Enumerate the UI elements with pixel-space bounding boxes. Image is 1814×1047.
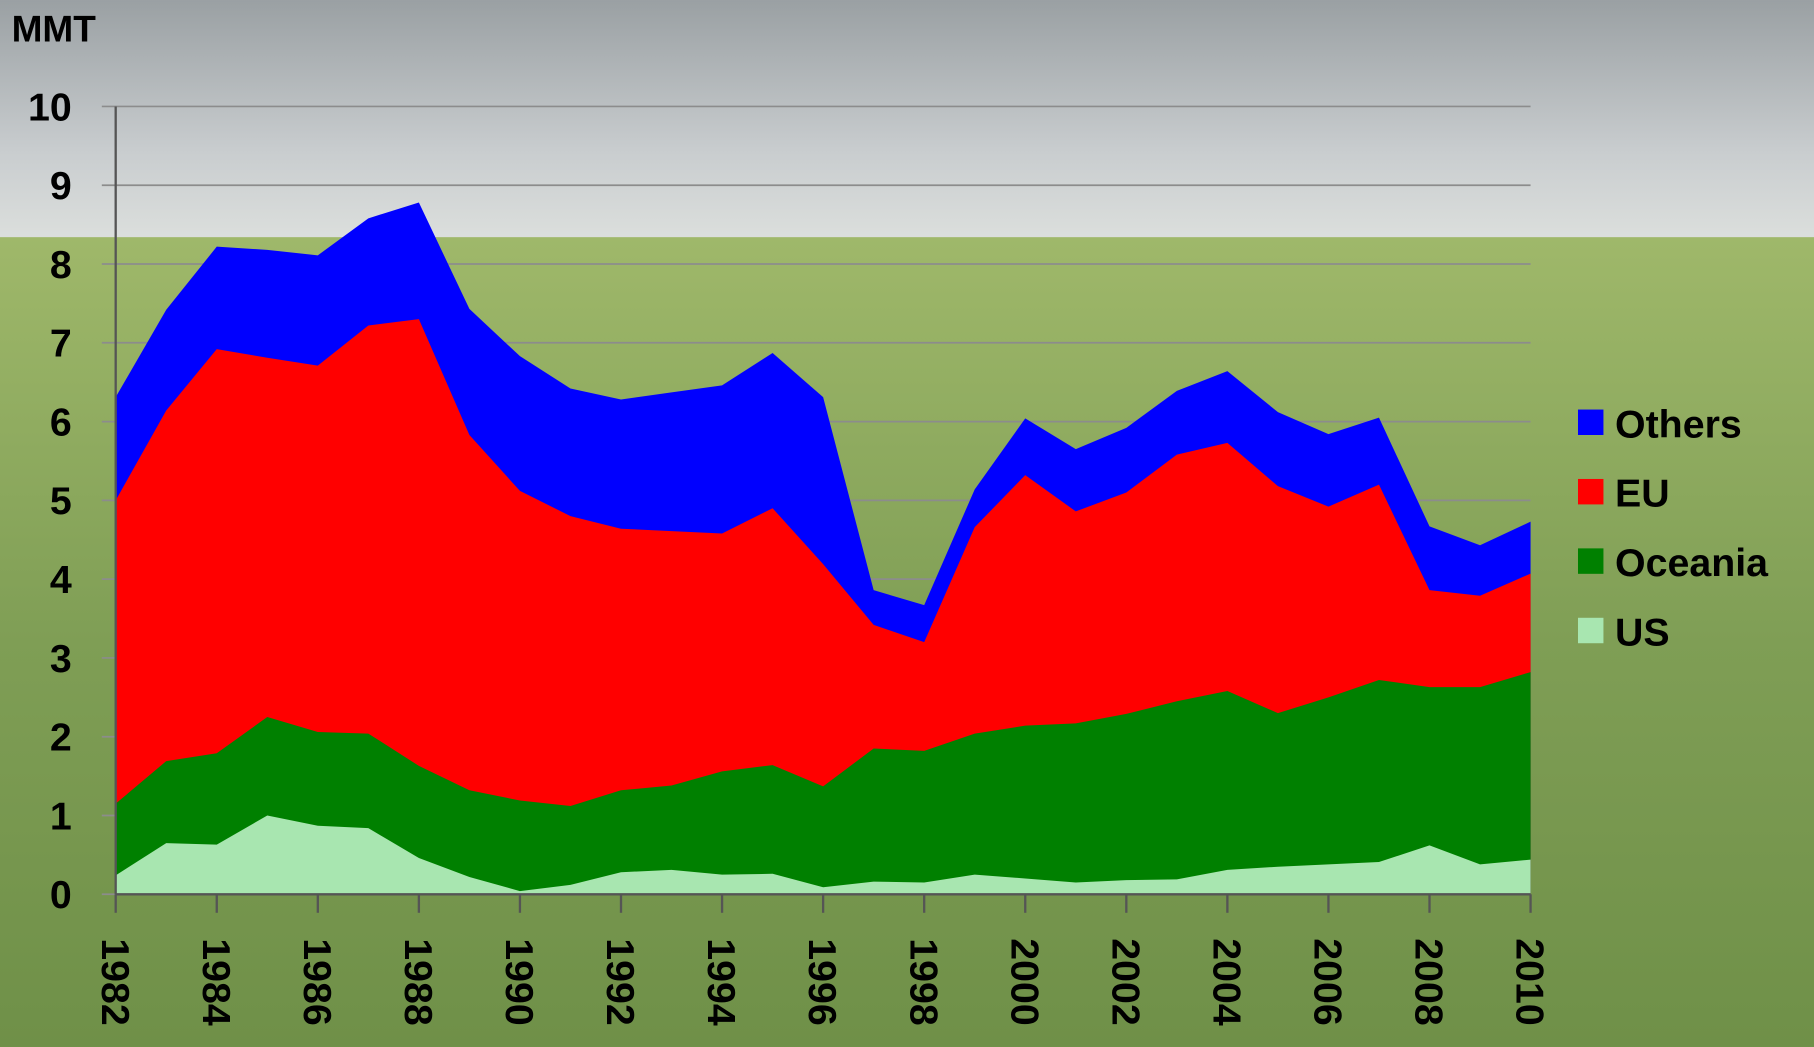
x-tick-label: 2010 — [1508, 938, 1552, 1026]
y-tick-label: 0 — [50, 873, 72, 917]
y-tick-label: 4 — [50, 558, 72, 602]
chart: MMT 0 1 2 3 4 5 6 7 8 9 10 1982 1984 1986 1988 1990 1992… — [0, 0, 1814, 1047]
y-tick-label: 10 — [28, 85, 72, 129]
x-tick-label: 1992 — [598, 938, 642, 1026]
y-tick-label: 2 — [50, 716, 72, 760]
x-tick-label: 2008 — [1407, 938, 1451, 1026]
y-axis-label: MMT — [12, 8, 97, 50]
x-tick-label: 2000 — [1002, 938, 1046, 1026]
legend-swatch — [1578, 618, 1603, 643]
legend-swatch — [1578, 410, 1603, 435]
x-tick-label: 1996 — [800, 938, 844, 1026]
x-tick-label: 2002 — [1103, 938, 1147, 1026]
y-tick-label: 1 — [50, 794, 72, 838]
x-tick-label: 1998 — [901, 938, 945, 1026]
legend-swatch — [1578, 548, 1603, 573]
y-tick-label: 7 — [50, 322, 72, 366]
x-tick-label: 1982 — [93, 938, 137, 1026]
x-tick-label: 1990 — [497, 938, 541, 1026]
x-tick-label: 2004 — [1204, 938, 1248, 1026]
sky-background — [0, 0, 1814, 255]
x-tick-label: 2006 — [1306, 938, 1350, 1026]
y-tick-label: 3 — [50, 637, 72, 681]
page: {"chart_data": { "type": "stacked-area",… — [0, 0, 1814, 1047]
legend-label: EU — [1615, 472, 1670, 516]
x-tick-label: 1988 — [396, 938, 440, 1026]
y-tick-label: 5 — [50, 479, 72, 523]
x-tick-label: 1994 — [699, 938, 743, 1026]
legend-swatch — [1578, 479, 1603, 504]
legend-label: US — [1615, 611, 1670, 655]
legend-label: Oceania — [1615, 541, 1769, 585]
x-tick-label: 1986 — [295, 938, 339, 1026]
y-tick-label: 8 — [50, 243, 72, 287]
y-tick-label: 9 — [50, 164, 72, 208]
x-tick-label: 1984 — [194, 938, 238, 1026]
legend-label: Others — [1615, 402, 1742, 446]
y-tick-label: 6 — [50, 400, 72, 444]
